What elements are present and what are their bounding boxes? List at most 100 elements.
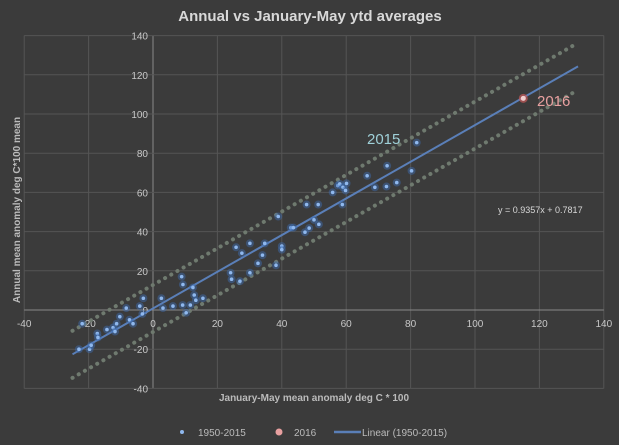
data-point: [262, 241, 267, 246]
data-point: [409, 169, 414, 173]
x-tick-label: 40: [276, 319, 288, 330]
y-tick-label: -40: [134, 384, 149, 395]
chart-title: Annual vs January-May ytd averages: [178, 8, 441, 25]
data-point: [343, 188, 348, 193]
y-tick-label: 100: [131, 110, 148, 121]
legend-label-1950-2015: 1950-2015: [198, 428, 246, 439]
data-point: [179, 274, 184, 279]
prediction-bound-line: [70, 87, 581, 380]
data-point: [344, 181, 349, 186]
data-point: [414, 140, 419, 145]
data-point: [384, 184, 389, 189]
x-tick-label: 80: [405, 319, 417, 330]
y-tick-label: 80: [137, 149, 149, 160]
y-tick-label: 20: [137, 267, 149, 278]
data-point: [89, 343, 93, 348]
legend-marker-1950-2015: [180, 430, 184, 434]
data-point: [77, 347, 81, 352]
data-point: [337, 182, 342, 186]
data-point: [140, 312, 145, 316]
data-point: [191, 285, 195, 290]
data-point: [171, 304, 175, 308]
data-point: [127, 318, 132, 322]
data-point: [159, 296, 164, 301]
data-point: [330, 190, 335, 195]
y-tick-label: 40: [137, 228, 149, 239]
y-tick-label: 140: [131, 32, 148, 43]
trend-line-group: [72, 65, 579, 356]
data-point: [276, 214, 281, 219]
data-point: [234, 245, 238, 250]
prediction-bound-line: [70, 40, 581, 333]
y-tick-label: 120: [131, 71, 148, 82]
data-point: [124, 306, 129, 310]
data-point: [96, 335, 100, 340]
data-point: [256, 261, 260, 266]
data-point: [194, 298, 198, 303]
data-point: [304, 202, 309, 207]
legend-label-linear: Linear (1950-2015): [362, 428, 447, 439]
data-point: [365, 173, 369, 178]
x-tick-label: 0: [150, 319, 156, 330]
y-tick-label: -20: [134, 345, 149, 356]
data-point: [105, 327, 109, 332]
data-point: [373, 185, 377, 190]
label-2016: 2016: [537, 93, 570, 110]
tick-labels: -40 -20 0 20 40 60 80 100 120 140 -40 -20 0 20 40 60 80 1…: [17, 32, 613, 396]
data-point: [181, 282, 185, 287]
legend-label-2016: 2016: [294, 428, 317, 439]
y-tick-label: 0: [142, 306, 148, 317]
data-point: [161, 306, 165, 310]
data-point: [240, 251, 244, 255]
data-point: [113, 329, 117, 334]
data-point: [385, 163, 389, 168]
data-point: [307, 226, 311, 230]
data-point: [137, 304, 142, 308]
data-point: [95, 331, 100, 336]
data-point: [340, 202, 345, 207]
x-tick-label: 20: [212, 319, 224, 330]
data-point-2016: [520, 95, 526, 101]
x-tick-label: -40: [17, 319, 32, 330]
data-point: [201, 296, 205, 301]
data-point: [316, 202, 320, 207]
data-point: [317, 222, 321, 227]
trend-line: [72, 65, 579, 356]
bound-lines: [70, 40, 581, 380]
data-point: [291, 225, 296, 230]
y-axis-label: Annual mean anomaly deg C*100 mean: [12, 117, 23, 303]
legend: 1950-2015 2016 Linear (1950-2015): [180, 428, 447, 439]
x-tick-label: 100: [467, 319, 484, 330]
x-tick-label: -20: [81, 319, 96, 330]
data-point: [289, 225, 293, 230]
data-point: [228, 270, 233, 275]
data-point: [394, 180, 399, 185]
data-point: [131, 321, 135, 326]
data-point: [274, 263, 278, 268]
data-point: [114, 321, 119, 326]
data-point: [229, 277, 234, 282]
data-point: [248, 270, 252, 275]
legend-marker-2016: [275, 428, 283, 436]
data-point: [192, 293, 197, 297]
data-point: [111, 325, 115, 330]
data-point: [188, 303, 193, 307]
data-point: [118, 314, 122, 319]
data-point: [303, 230, 307, 234]
data-point: [280, 244, 284, 248]
x-tick-label: 120: [531, 319, 548, 330]
data-point: [184, 310, 188, 315]
y-tick-label: 60: [137, 188, 149, 199]
data-point: [80, 321, 84, 326]
data-point: [141, 296, 146, 301]
data-point: [180, 303, 185, 307]
data-point: [238, 279, 242, 283]
data-point: [280, 247, 284, 252]
data-point: [248, 241, 252, 246]
x-axis-label: January-May mean anomaly deg C * 100: [219, 393, 410, 404]
data-point: [341, 185, 345, 190]
x-tick-label: 60: [341, 319, 353, 330]
trend-equation: y = 0.9357x + 0.7817: [498, 205, 583, 215]
label-2015: 2015: [367, 131, 400, 148]
